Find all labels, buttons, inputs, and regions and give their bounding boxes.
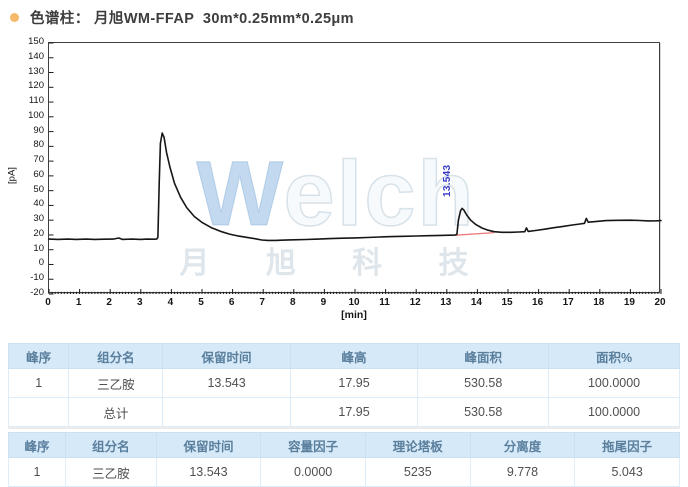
axis-tick-marks [48,42,662,295]
integration-baseline [455,231,495,236]
x-tick-label: 2 [106,297,112,308]
y-tick-label: 40 [33,198,44,210]
table-row: 总计 17.95 530.58 100.0000 [7,397,680,427]
table-cell: 17.95 [289,397,419,427]
y-tick-label: 0 [38,257,44,269]
table-cell [7,397,70,427]
column-header: 峰面积 [417,343,550,369]
table-cell: 530.58 [417,397,550,427]
x-tick-label: 5 [198,297,204,308]
table-cell: 1 [7,368,70,398]
x-tick-label: 14 [470,297,482,308]
y-tick-label: 90 [33,124,44,136]
table-cell: 13.543 [155,457,262,487]
table-cell: 9.778 [469,457,576,487]
x-tick-label: 18 [593,297,605,308]
column-header: 峰序 [7,343,70,369]
column-header: 理论塔板 [364,432,471,458]
x-tick-label: 0 [45,297,51,308]
trace-canvas [48,42,662,295]
column-header: 峰序 [7,432,67,458]
peak-retention-label: 13.543 [442,164,453,197]
peak-results-table: 峰序 组分名 保留时间 峰高 峰面积 面积% 1 三乙胺 13.543 17.95 530.58 10… [7,343,680,427]
y-tick-label: 70 [33,154,44,166]
table-cell: 5235 [364,457,471,487]
column-header: 组分名 [65,432,157,458]
column-header: 分离度 [469,432,576,458]
y-tick-label: 120 [28,80,44,92]
table-cell: 100.0000 [548,368,680,398]
page-title: 色谱柱： 月旭WM-FFAP 30m*0.25mm*0.25μm [30,11,354,27]
table-cell: 总计 [68,397,164,427]
column-header: 保留时间 [155,432,262,458]
x-tick-label: 4 [167,297,174,308]
table-cell: 530.58 [417,368,550,398]
chromatogram-plot: Welch 月 旭 科 技 13.543 [48,42,662,295]
y-tick-label: 50 [33,183,44,195]
y-tick-label: 20 [33,227,44,239]
x-tick-label: 11 [379,297,390,308]
column-header: 面积% [548,343,680,369]
x-tick-label: 10 [348,297,360,308]
page-header: 色谱柱： 月旭WM-FFAP 30m*0.25mm*0.25μm [10,7,354,28]
bullet-icon [10,13,19,22]
y-tick-label: 30 [33,213,44,225]
table-cell: 1 [7,457,67,487]
x-tick-label: 15 [501,297,513,308]
y-tick-label: 110 [28,95,44,107]
chromatogram-chart: [pA] 150 140 130 120 110 100 90 80 70 60 50 40 30 20 1… [0,30,688,335]
header-row: 峰序 组分名 保留时间 峰高 峰面积 面积% [7,343,680,369]
table-cell: 13.543 [162,368,291,398]
y-tick-label: 60 [33,168,44,180]
table-row: 1 三乙胺 13.543 17.95 530.58 100.0000 [7,368,680,398]
x-axis-title: [min] [341,309,367,321]
table-cell: 0.0000 [260,457,366,487]
x-tick-label: 17 [562,297,574,308]
table-cell: 17.95 [289,368,419,398]
x-tick-label: 8 [290,297,296,308]
peak-performance-table: 峰序 组分名 保留时间 容量因子 理论塔板 分离度 拖尾因子 1 三乙胺 13.543 0.0000… [7,432,680,487]
signal-trace [48,132,662,242]
column-header: 组分名 [68,343,164,369]
x-tick-label: 19 [623,297,635,308]
y-tick-label: 150 [28,36,44,47]
table-cell [162,397,291,427]
table-cell: 三乙胺 [65,457,157,487]
y-tick-label: 80 [33,139,44,151]
y-tick-label: 140 [28,50,44,62]
x-tick-label: 3 [137,297,143,308]
column-header: 保留时间 [162,343,291,369]
x-tick-label: 6 [228,297,235,308]
x-tick-label: 20 [654,297,666,308]
y-tick-label: 10 [33,242,44,254]
table-cell: 100.0000 [548,397,680,427]
header-row: 峰序 组分名 保留时间 容量因子 理论塔板 分离度 拖尾因子 [7,432,680,458]
y-tick-label: 130 [28,65,44,77]
y-tick-label: -10 [30,272,44,284]
column-header: 拖尾因子 [574,432,680,458]
table-cell: 5.043 [574,457,680,487]
table-row: 1 三乙胺 13.543 0.0000 5235 9.778 5.043 [7,457,680,487]
y-tick-label: -20 [30,287,44,298]
x-tick-label: 13 [440,297,452,308]
x-tick-label: 1 [75,297,82,308]
column-header: 容量因子 [260,432,366,458]
x-tick-label: 7 [259,297,265,308]
x-tick-label: 12 [409,297,421,308]
x-tick-label: 9 [320,297,327,308]
y-tick-label: 100 [28,109,44,121]
column-header: 峰高 [289,343,419,369]
x-tick-label: 16 [532,297,544,308]
table-cell: 三乙胺 [68,368,164,398]
